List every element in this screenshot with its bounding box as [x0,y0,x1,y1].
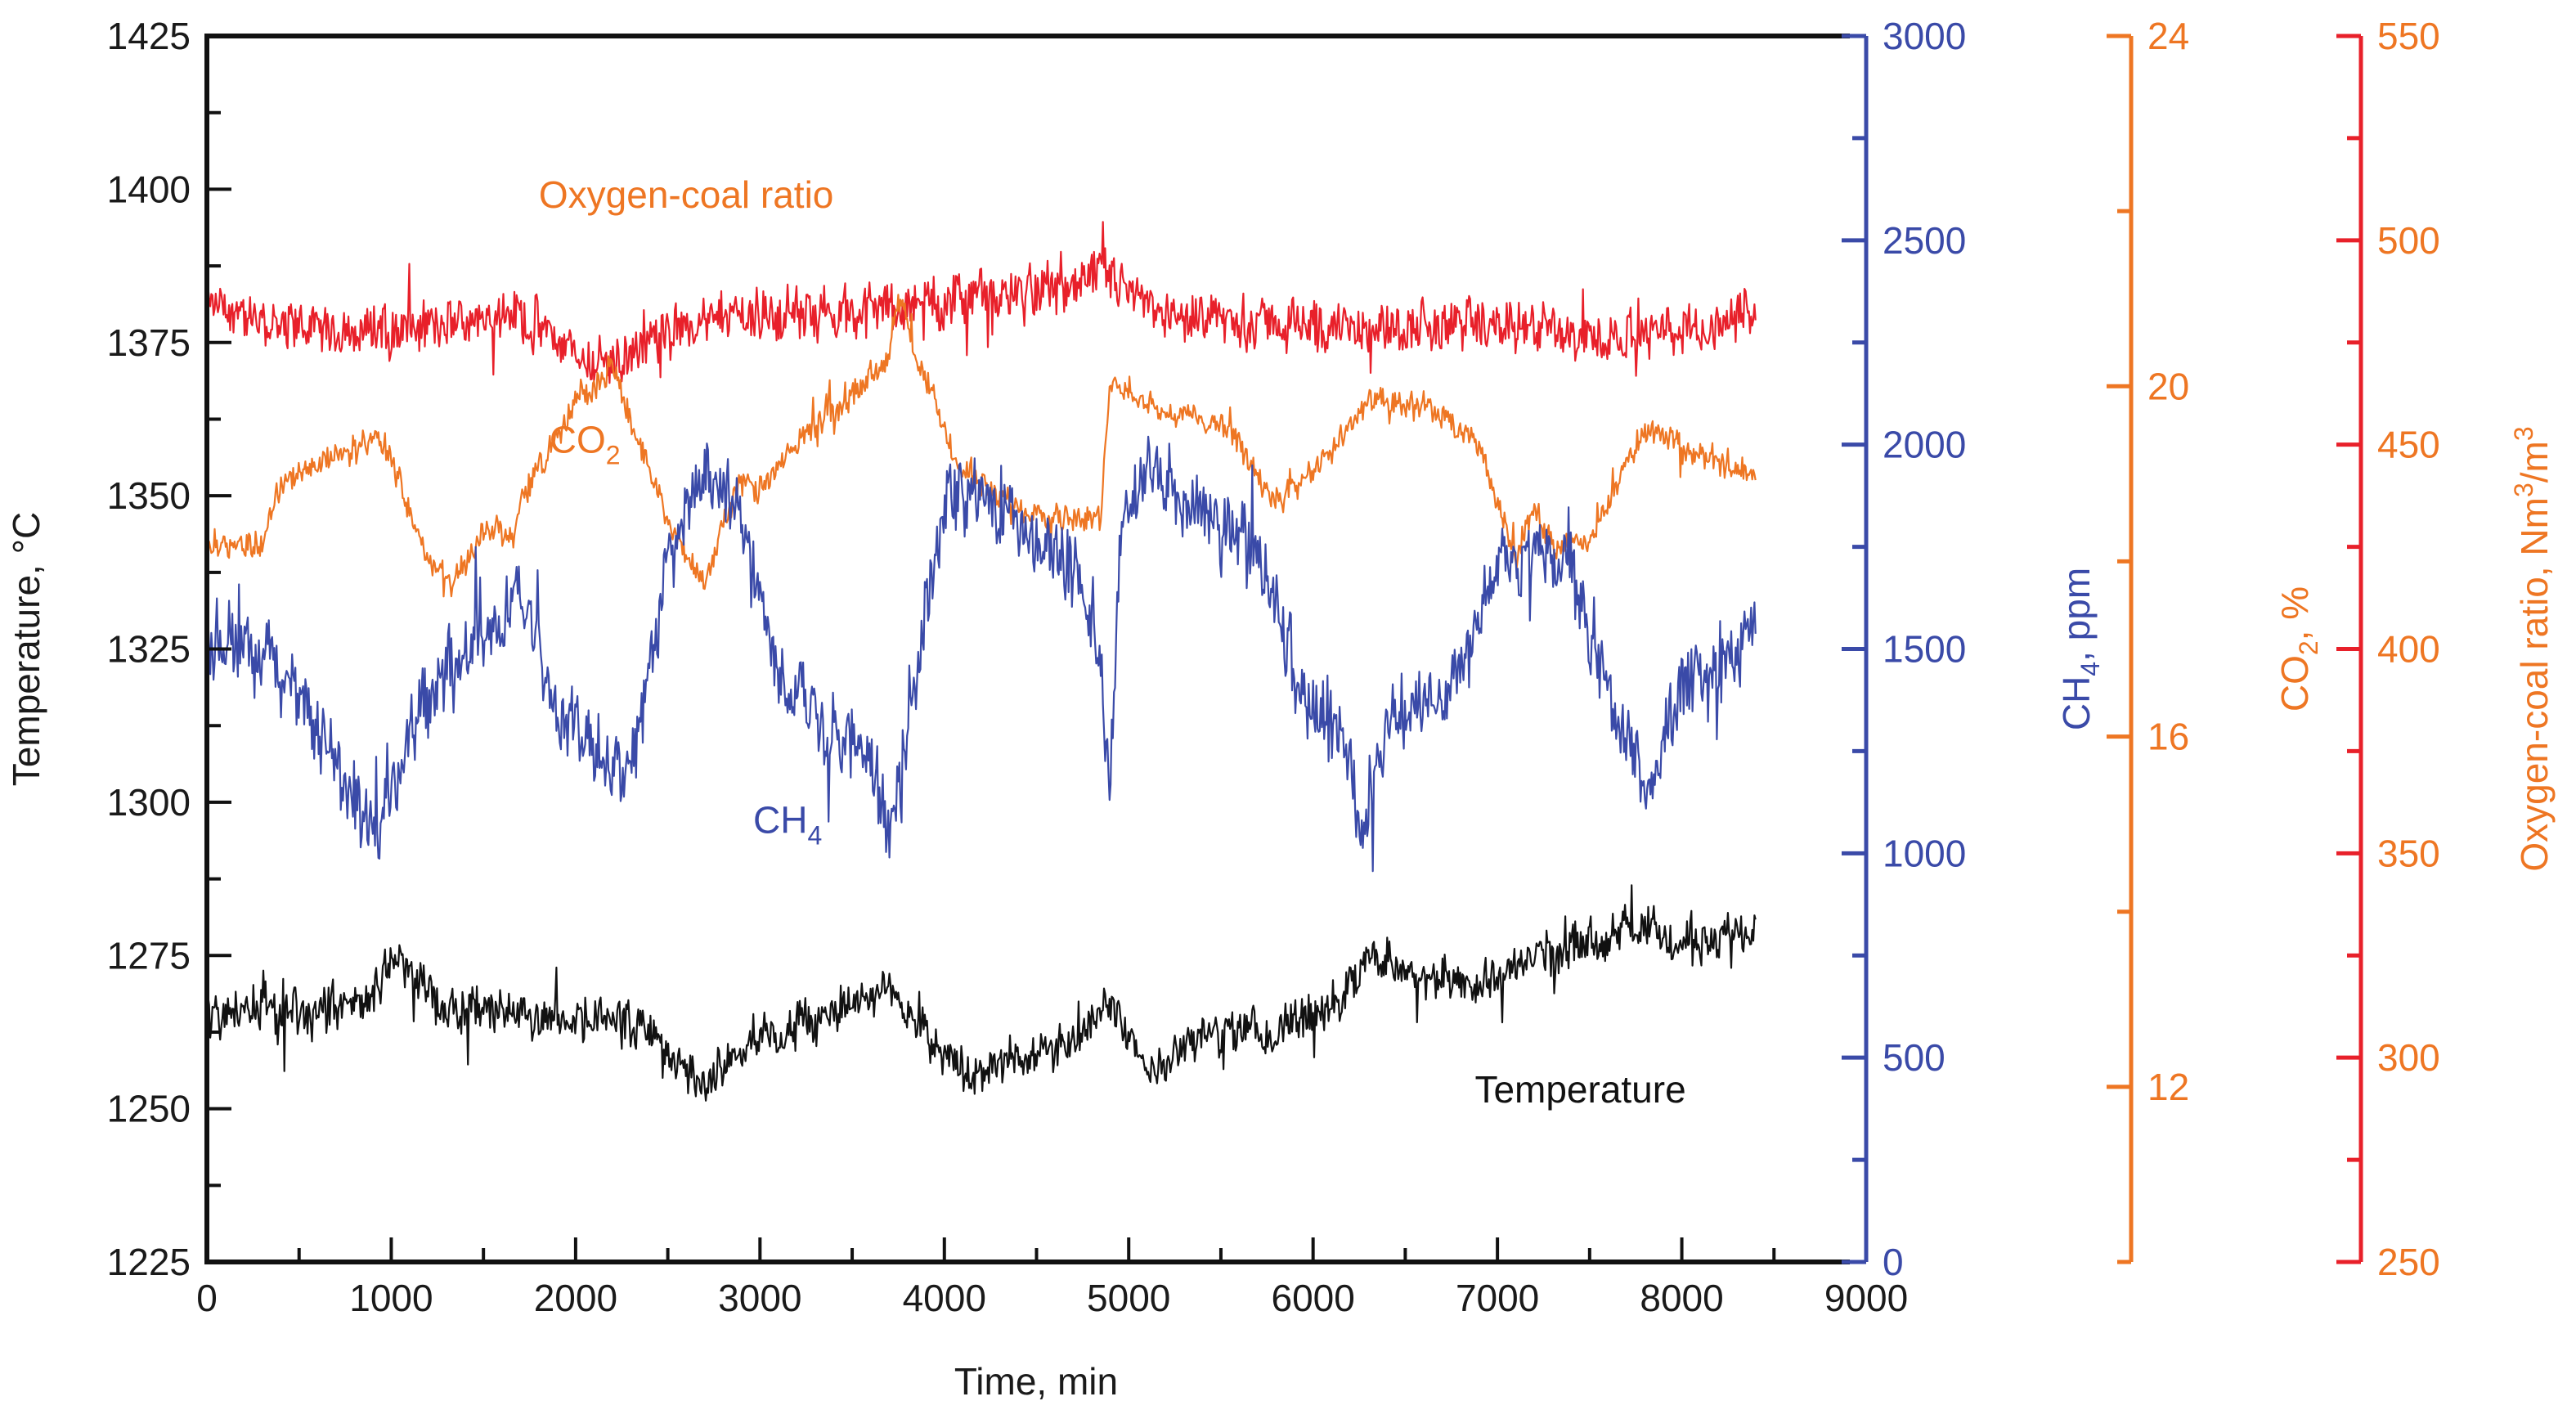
y-tick-label-temperature: 1300 [107,781,191,824]
y-tick-label-ch4: 2500 [1883,219,1966,262]
series-co2 [205,294,1757,598]
y-tick-label-o2: 350 [2377,832,2440,874]
x-tick-label: 9000 [1824,1277,1908,1319]
y-tick-label-co2: 24 [2147,15,2189,57]
y-tick-label-ch4: 3000 [1883,15,1966,57]
y-tick-label-o2: 450 [2377,424,2440,466]
y-tick-label-temperature: 1425 [107,15,191,57]
y-tick-label-co2: 20 [2147,365,2189,407]
x-tick-label: 5000 [1087,1277,1170,1319]
series-oxygen-coal-ratio [205,221,1757,384]
annotation-temperature: Temperature [1474,1068,1685,1111]
x-tick-label: 4000 [903,1277,986,1319]
x-tick-label: 7000 [1456,1277,1539,1319]
annotation-ch4: CH4 [753,798,822,850]
y-axis-title-co2: CO2, % [2273,586,2323,712]
series-temperature [205,884,1757,1102]
y-tick-label-temperature: 1350 [107,474,191,517]
x-tick-label: 1000 [349,1277,433,1319]
x-tick-label: 0 [196,1277,218,1319]
y-tick-label-ch4: 0 [1883,1241,1904,1283]
axes-layer: 0 1000 2000 3000 4000 5000 6000 7000 8000 9000122… [5,15,2556,1319]
y-tick-label-temperature: 1275 [107,934,191,977]
y-tick-label-temperature: 1375 [107,321,191,364]
y-tick-label-temperature: 1325 [107,628,191,671]
x-tick-label: 3000 [718,1277,801,1319]
y-tick-label-o2: 400 [2377,628,2440,671]
y-tick-label-co2: 12 [2147,1066,2189,1108]
series-layer [205,221,1757,1102]
y-tick-label-co2: 16 [2147,716,2189,758]
y-tick-label-o2: 300 [2377,1036,2440,1079]
annotation-oxygen-coal-ratio: Oxygen-coal ratio [539,173,834,216]
y-tick-label-ch4: 2000 [1883,424,1966,466]
y-tick-label-temperature: 1400 [107,168,191,210]
series-ch4 [205,435,1757,873]
x-tick-label: 8000 [1640,1277,1723,1319]
x-tick-label: 6000 [1271,1277,1354,1319]
y-tick-label-ch4: 1500 [1883,628,1966,671]
y-tick-label-o2: 550 [2377,15,2440,57]
y-tick-label-ch4: 500 [1883,1036,1945,1079]
y-axis-title-oxygen-coal-ratio: Oxygen-coal ratio, Nm3/m3 [2509,426,2556,871]
x-axis-title: Time, min [954,1360,1118,1403]
annotation-co2: CO2 [550,419,621,470]
x-tick-label: 2000 [534,1277,617,1319]
y-tick-label-temperature: 1225 [107,1241,191,1283]
y-tick-label-ch4: 1000 [1883,832,1966,874]
y-axis-title-temperature: Temperature, °C [5,512,47,786]
annotations-layer: Oxygen-coal ratio CO2 CH4 Temperature [539,173,1686,1111]
y-tick-label-temperature: 1250 [107,1088,191,1130]
y-axis-title-ch4: CH4, ppm [2055,568,2105,730]
y-tick-label-o2: 500 [2377,219,2440,262]
y-tick-label-o2: 250 [2377,1241,2440,1283]
